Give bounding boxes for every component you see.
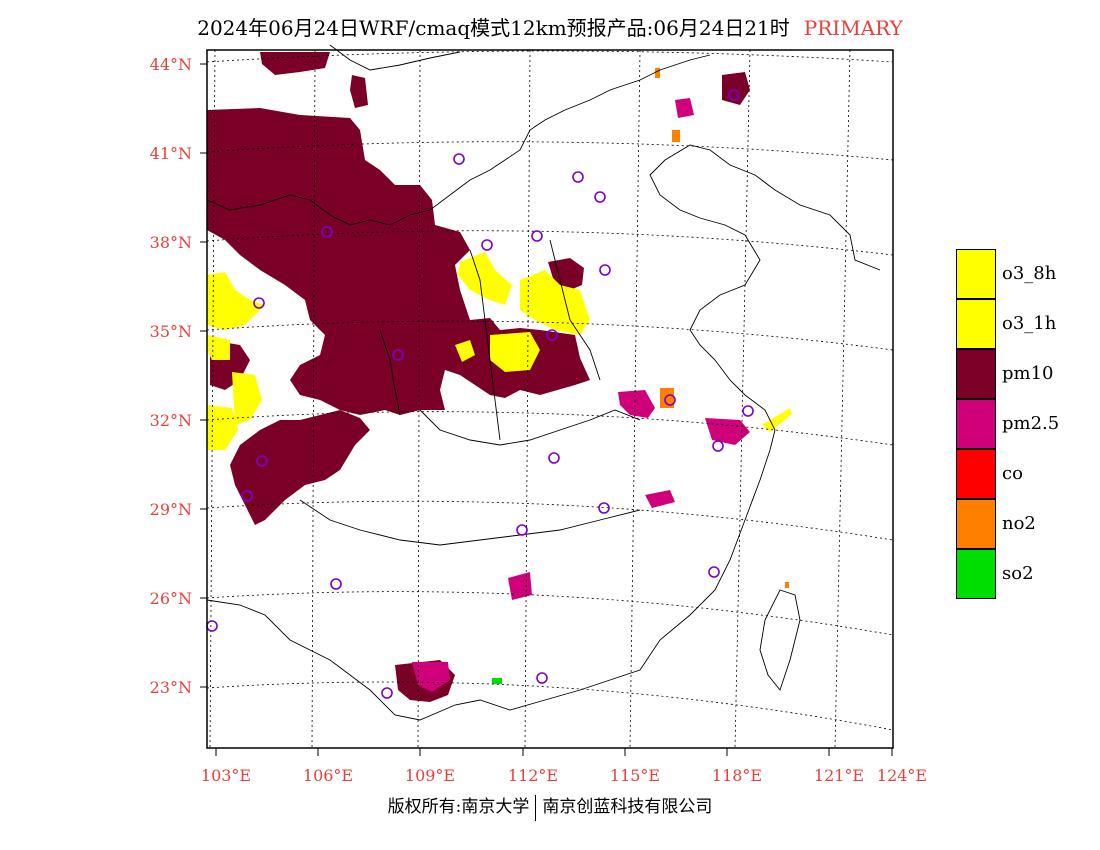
city-marker — [392, 349, 404, 361]
lon-label-109: 109°E — [404, 766, 456, 785]
city-marker — [536, 672, 548, 684]
lat-label-35: 35°N — [149, 322, 192, 341]
legend-swatch — [956, 349, 996, 399]
no2-nanjing-patch — [660, 388, 674, 408]
o3-west-region-3 — [232, 372, 262, 425]
lat-label-32: 32°N — [149, 411, 192, 430]
lat-label-44: 44°N — [149, 55, 192, 74]
footer-right: 南京创蓝科技有限公司 — [542, 797, 713, 817]
title-main: 2024年06月24日WRF/cmaq模式12km预报产品:06月24日21时 — [197, 16, 790, 40]
lat-label-29: 29°N — [149, 500, 192, 519]
inner-mongolia-border — [206, 54, 711, 226]
city-marker — [598, 502, 610, 514]
city-marker — [241, 490, 253, 502]
city-marker — [516, 524, 528, 536]
o3-henan-region — [490, 332, 540, 372]
city-marker — [708, 566, 720, 578]
legend-label: co — [1002, 463, 1023, 484]
city-marker — [381, 687, 393, 699]
city-marker — [330, 578, 342, 590]
no2-regions — [655, 68, 789, 588]
legend-label: o3_1h — [1002, 313, 1057, 334]
pm25-hunan-patch — [508, 572, 532, 600]
axis-ticks — [200, 63, 893, 756]
legend-swatch — [956, 249, 996, 299]
mongolia-border — [329, 44, 461, 71]
lat-label-41: 41°N — [149, 144, 192, 163]
shaanxi-border — [379, 329, 401, 416]
legend-swatch — [956, 549, 996, 599]
pm25-regions — [412, 98, 750, 692]
pm25-north-patch — [675, 98, 694, 118]
pm25-guangxi-patch — [412, 662, 450, 692]
pm25-anhui-patch — [618, 390, 655, 418]
legend-label: no2 — [1002, 513, 1036, 534]
legend-swatch — [956, 399, 996, 449]
lat-label-38: 38°N — [149, 233, 192, 252]
lon-label-112: 112°E — [507, 766, 559, 785]
so2-regions — [492, 678, 502, 684]
city-marker — [321, 226, 333, 238]
legend-swatch — [956, 499, 996, 549]
copyright-footer: 版权所有:南京大学 南京创蓝科技有限公司 — [0, 792, 1100, 821]
footer-separator — [535, 794, 537, 821]
city-marker — [453, 153, 465, 165]
o3-small-patch — [455, 340, 475, 362]
hebei-border — [549, 239, 601, 381]
city-marker — [548, 452, 560, 464]
map-frame — [206, 49, 894, 749]
o3-east-coast — [762, 408, 792, 432]
taiwan-outline — [759, 589, 801, 691]
city-marker — [481, 239, 493, 251]
city-marker — [742, 405, 754, 417]
lat-label-23: 23°N — [149, 678, 192, 697]
legend-label: pm2.5 — [1002, 413, 1060, 434]
city-markers — [206, 89, 754, 699]
legend-swatch — [956, 449, 996, 499]
no2-top-patch — [655, 68, 660, 78]
lon-label-124: 124°E — [876, 766, 928, 785]
o3-shanxi-region — [458, 252, 512, 305]
city-marker — [531, 230, 543, 242]
lon-label-103: 103°E — [200, 766, 252, 785]
title-tag: PRIMARY — [803, 16, 903, 40]
no2-north-patch — [672, 130, 680, 142]
city-marker — [664, 394, 676, 406]
footer-left: 版权所有:南京大学 — [387, 797, 530, 817]
boundaries — [206, 44, 881, 721]
lon-label-106: 106°E — [302, 766, 354, 785]
pm10-top-patch-2 — [350, 75, 368, 108]
legend-swatch — [956, 299, 996, 349]
graticule — [206, 49, 894, 749]
lat-label-26: 26°N — [149, 589, 192, 608]
yangtze-border — [419, 409, 641, 446]
city-marker — [572, 171, 584, 183]
pm25-jiangxi-patch — [645, 490, 675, 508]
map-title: 2024年06月24日WRF/cmaq模式12km预报产品:06月24日21时 P… — [0, 12, 1100, 41]
lon-label-115: 115°E — [609, 766, 661, 785]
henan-border — [469, 249, 501, 441]
city-marker — [594, 191, 606, 203]
o3-hebei-region — [520, 270, 590, 335]
city-marker — [599, 264, 611, 276]
so2-patch — [492, 678, 502, 684]
o3-west-region — [207, 272, 265, 330]
legend-label: o3_8h — [1002, 263, 1057, 284]
coastline — [206, 144, 881, 721]
south-border — [299, 499, 641, 546]
pm10-sichuan-region — [230, 410, 370, 525]
legend-label: so2 — [1002, 563, 1034, 584]
o3-west-region-4 — [207, 405, 238, 450]
lon-label-121: 121°E — [813, 766, 865, 785]
pm25-jiangsu-patch — [705, 418, 750, 445]
city-marker — [546, 329, 558, 341]
city-marker — [253, 297, 265, 309]
city-marker — [256, 455, 268, 467]
lon-label-118: 118°E — [711, 766, 763, 785]
city-marker — [712, 440, 724, 452]
no2-taiwan-patch — [785, 582, 789, 588]
city-marker — [728, 89, 740, 101]
legend-label: pm10 — [1002, 363, 1054, 384]
